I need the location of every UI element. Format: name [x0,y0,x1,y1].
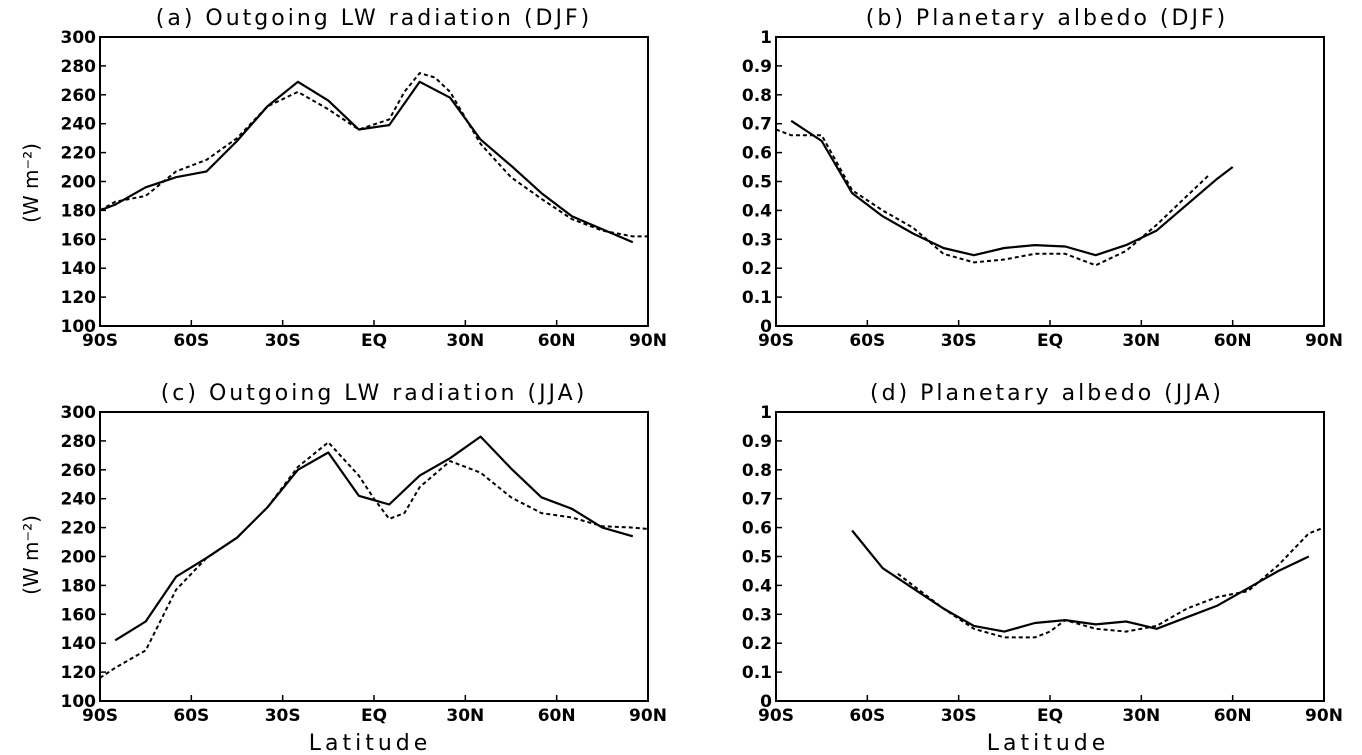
panel-c-ytick-label: 300 [61,403,97,423]
panel-d-ytick-label: 0.8 [742,461,772,481]
panel-a-ytick-label: 100 [61,317,97,337]
panel-d-xtick-label: EQ [1037,706,1063,726]
panel-d: (d) Planetary albedo (JJA) Latitude 0 0.1… [742,381,1343,755]
panel-b-xtick-label: 30N [1122,331,1160,351]
panel-c-ytick-label: 280 [61,432,97,452]
panel-b-xtick-label: 90N [1305,331,1343,351]
panel-b-ytick-label: 0.6 [742,144,772,164]
panel-a-ytick-label: 160 [61,230,97,250]
panel-b-ytick-label: 0.2 [742,259,772,279]
panel-c-xtick-label: 90S [82,706,118,726]
panel-d-solid-line [851,529,1310,633]
panel-b-xtick-label: 60S [849,331,885,351]
panel-c-ytick-label: 240 [61,490,97,510]
panel-b-xtick-label: 60N [1214,331,1252,351]
panel-d-ytick-label: 1 [760,403,772,423]
panel-d-xtick-label: 30S [941,706,977,726]
panel-d-xlabel: Latitude [987,731,1110,755]
panel-d-ytick-label: 0.5 [742,548,772,568]
panel-d-frame [775,411,1325,702]
panel-b-xtick-label: 90S [758,331,794,351]
panel-c-plot: 100 120 140 160 180 200 220 240 260 280 300 90S 60S 3… [61,403,667,726]
panel-b-ytick-label: 0.3 [742,230,772,250]
panel-a-ytick-label: 140 [61,259,97,279]
panel-b-xtick-label: EQ [1037,331,1063,351]
panel-a-frame [99,36,649,327]
panel-c-xtick-label: 30N [446,706,484,726]
panel-b-ytick-label: 0.1 [742,288,772,308]
panel-a-ytick-label: 180 [61,201,97,221]
panel-c-frame [99,411,649,702]
panel-b-plot: 0 0.1 0.2 0.3 0.4 0.5 0.6 0.7 0.8 0.9 1 90S 60S 30S EQ… [742,28,1343,351]
panel-d-ytick-label: 0.9 [742,432,772,452]
panel-d-ytick-label: 0.4 [742,576,772,596]
panel-b-ytick-label: 0.9 [742,57,772,77]
panel-c-ytick-label: 100 [61,692,97,712]
panel-a-ytick-label: 220 [61,144,97,164]
panel-c-ytick-label: 140 [61,634,97,654]
panel-d-ytick-label: 0.7 [742,490,772,510]
panel-c-dashed-line [99,441,649,679]
panel-d-ytick-label: 0 [760,692,772,712]
panel-c-xtick-label: 90N [629,706,667,726]
panel-c-solid-line [114,435,634,642]
panel-b-ytick-label: 0.5 [742,173,772,193]
panel-a-ytick-label: 240 [61,115,97,135]
panel-c-xtick-label: 60S [173,706,209,726]
panel-c-ytick-label: 120 [61,663,97,683]
panel-c-title: (c) Outgoing LW radiation (JJA) [161,381,588,406]
panel-b-xtick-label: 30S [941,331,977,351]
panel-d-xtick-label: 90N [1305,706,1343,726]
panel-d-xtick-label: 30N [1122,706,1160,726]
panel-a-xtick-label: 90N [629,331,667,351]
panel-c-ytick-label: 200 [61,548,97,568]
panel-d-plot: 0 0.1 0.2 0.3 0.4 0.5 0.6 0.7 0.8 0.9 1 90S 60S 30S EQ… [742,403,1343,726]
panel-d-ytick-label: 0.1 [742,663,772,683]
panel-b-ytick-label: 0.4 [742,201,772,221]
panel-a-ytick-label: 200 [61,173,97,193]
panel-b-frame [775,36,1325,327]
panel-a-xtick-label: EQ [361,331,387,351]
panel-c: (c) Outgoing LW radiation (JJA) (W m⁻²) … [19,381,667,755]
panel-a-ylabel: (W m⁻²) [19,143,43,223]
panel-b-ytick-label: 0 [760,317,772,337]
panel-a-xtick-label: 30S [265,331,301,351]
panel-a-ytick-label: 260 [61,86,97,106]
panel-a-xtick-label: 60S [173,331,209,351]
panel-a-solid-line [99,80,634,244]
panel-c-ytick-label: 220 [61,519,97,539]
panel-a: (a) Outgoing LW radiation (DJF) (W m⁻²) … [19,6,667,351]
panel-c-ytick-label: 160 [61,605,97,625]
panel-d-xtick-label: 60S [849,706,885,726]
panel-c-ytick-label: 260 [61,461,97,481]
panel-d-ytick-label: 0.2 [742,634,772,654]
panel-a-xtick-label: 60N [538,331,576,351]
panel-a-ytick-label: 280 [61,57,97,77]
panel-b-ytick-label: 1 [760,28,772,48]
panel-a-xtick-label: 90S [82,331,118,351]
panel-d-title: (d) Planetary albedo (JJA) [870,381,1224,406]
panel-c-ylabel: (W m⁻²) [19,515,43,595]
panel-c-ytick-label: 180 [61,576,97,596]
panel-c-xlabel: Latitude [309,731,432,755]
panel-c-xtick-label: 60N [538,706,576,726]
panel-d-ytick-label: 0.3 [742,605,772,625]
panel-b: (b) Planetary albedo (DJF) 0 0.1 0.2 0.3 0.4… [742,6,1343,351]
panel-c-xtick-label: EQ [361,706,387,726]
panel-b-dashed-line [775,128,1209,267]
panel-d-ytick-label: 0.6 [742,519,772,539]
panel-a-plot: 100 120 140 160 180 200 220 240 260 280 300 90S 60S 3… [61,28,667,351]
panel-d-xtick-label: 90S [758,706,794,726]
panel-b-solid-line [790,119,1234,257]
panel-a-xtick-label: 30N [446,331,484,351]
panel-a-title: (a) Outgoing LW radiation (DJF) [156,6,592,31]
panel-c-xtick-label: 30S [265,706,301,726]
panel-b-ytick-label: 0.8 [742,86,772,106]
panel-b-ytick-label: 0.7 [742,115,772,135]
panel-a-ytick-label: 300 [61,28,97,48]
panel-d-xtick-label: 60N [1214,706,1252,726]
panel-b-title: (b) Planetary albedo (DJF) [866,6,1228,31]
panel-a-ytick-label: 120 [61,288,97,308]
